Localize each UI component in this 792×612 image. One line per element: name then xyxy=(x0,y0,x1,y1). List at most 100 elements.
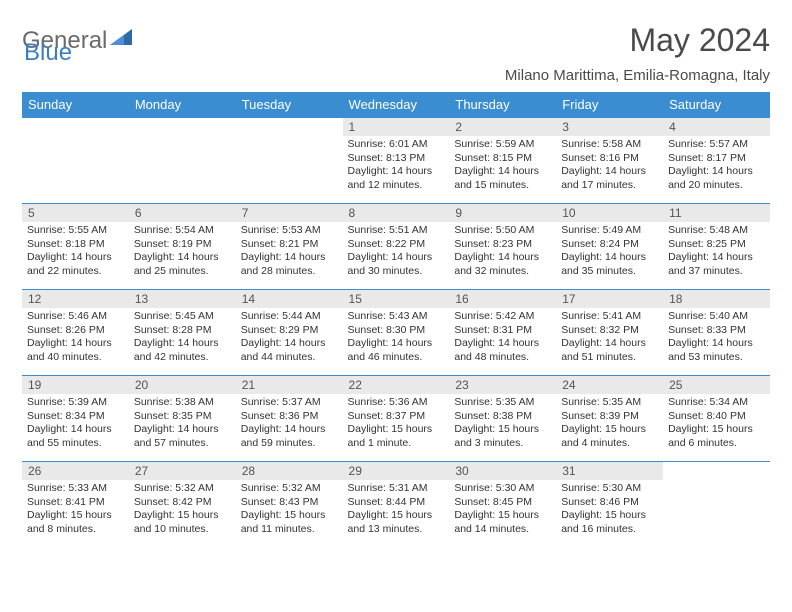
info-line: Sunrise: 5:54 AM xyxy=(134,224,231,238)
info-line: Sunset: 8:30 PM xyxy=(348,324,445,338)
info-line: Sunrise: 5:38 AM xyxy=(134,396,231,410)
info-line: Sunset: 8:25 PM xyxy=(668,238,765,252)
day-number: 22 xyxy=(343,376,450,394)
info-line: and 46 minutes. xyxy=(348,351,445,365)
calendar-cell: 31Sunrise: 5:30 AMSunset: 8:46 PMDayligh… xyxy=(556,462,663,548)
info-line: Sunset: 8:26 PM xyxy=(27,324,124,338)
day-number: 17 xyxy=(556,290,663,308)
day-info: Sunrise: 5:30 AMSunset: 8:46 PMDaylight:… xyxy=(556,480,663,541)
day-number: 5 xyxy=(22,204,129,222)
calendar-cell: 8Sunrise: 5:51 AMSunset: 8:22 PMDaylight… xyxy=(343,204,450,290)
weekday-header: Sunday xyxy=(22,92,129,118)
info-line: Sunset: 8:36 PM xyxy=(241,410,338,424)
info-line: Daylight: 15 hours xyxy=(27,509,124,523)
day-info: Sunrise: 5:50 AMSunset: 8:23 PMDaylight:… xyxy=(449,222,556,283)
info-line: and 13 minutes. xyxy=(348,523,445,537)
info-line: Sunrise: 5:58 AM xyxy=(561,138,658,152)
day-info: Sunrise: 5:42 AMSunset: 8:31 PMDaylight:… xyxy=(449,308,556,369)
day-number: 13 xyxy=(129,290,236,308)
day-info: Sunrise: 5:53 AMSunset: 8:21 PMDaylight:… xyxy=(236,222,343,283)
info-line: Daylight: 14 hours xyxy=(27,337,124,351)
info-line: Daylight: 14 hours xyxy=(27,423,124,437)
day-info: Sunrise: 5:55 AMSunset: 8:18 PMDaylight:… xyxy=(22,222,129,283)
info-line: Sunrise: 5:30 AM xyxy=(454,482,551,496)
info-line: Sunrise: 5:37 AM xyxy=(241,396,338,410)
info-line: and 16 minutes. xyxy=(561,523,658,537)
calendar-cell: 30Sunrise: 5:30 AMSunset: 8:45 PMDayligh… xyxy=(449,462,556,548)
day-info: Sunrise: 5:48 AMSunset: 8:25 PMDaylight:… xyxy=(663,222,770,283)
day-info: Sunrise: 5:39 AMSunset: 8:34 PMDaylight:… xyxy=(22,394,129,455)
info-line: and 40 minutes. xyxy=(27,351,124,365)
day-info: Sunrise: 5:41 AMSunset: 8:32 PMDaylight:… xyxy=(556,308,663,369)
calendar-cell: 20Sunrise: 5:38 AMSunset: 8:35 PMDayligh… xyxy=(129,376,236,462)
info-line: Sunset: 8:33 PM xyxy=(668,324,765,338)
day-number: 28 xyxy=(236,462,343,480)
info-line: Sunset: 8:23 PM xyxy=(454,238,551,252)
info-line: Sunrise: 5:36 AM xyxy=(348,396,445,410)
day-number: 8 xyxy=(343,204,450,222)
calendar-cell: 7Sunrise: 5:53 AMSunset: 8:21 PMDaylight… xyxy=(236,204,343,290)
info-line: Sunset: 8:34 PM xyxy=(27,410,124,424)
info-line: Sunrise: 5:55 AM xyxy=(27,224,124,238)
calendar-cell: 18Sunrise: 5:40 AMSunset: 8:33 PMDayligh… xyxy=(663,290,770,376)
day-info: Sunrise: 5:32 AMSunset: 8:43 PMDaylight:… xyxy=(236,480,343,541)
weekday-header: Wednesday xyxy=(343,92,450,118)
calendar-row: 26Sunrise: 5:33 AMSunset: 8:41 PMDayligh… xyxy=(22,462,770,548)
day-number: 29 xyxy=(343,462,450,480)
info-line: Sunset: 8:28 PM xyxy=(134,324,231,338)
day-info: Sunrise: 5:35 AMSunset: 8:38 PMDaylight:… xyxy=(449,394,556,455)
info-line: and 6 minutes. xyxy=(668,437,765,451)
weekday-header: Monday xyxy=(129,92,236,118)
day-number: 4 xyxy=(663,118,770,136)
info-line: and 17 minutes. xyxy=(561,179,658,193)
info-line: and 57 minutes. xyxy=(134,437,231,451)
info-line: Sunset: 8:24 PM xyxy=(561,238,658,252)
day-info: Sunrise: 5:32 AMSunset: 8:42 PMDaylight:… xyxy=(129,480,236,541)
info-line: and 11 minutes. xyxy=(241,523,338,537)
info-line: Daylight: 15 hours xyxy=(134,509,231,523)
calendar-cell: 11Sunrise: 5:48 AMSunset: 8:25 PMDayligh… xyxy=(663,204,770,290)
info-line: Daylight: 15 hours xyxy=(454,423,551,437)
calendar-cell: 25Sunrise: 5:34 AMSunset: 8:40 PMDayligh… xyxy=(663,376,770,462)
info-line: Daylight: 15 hours xyxy=(241,509,338,523)
calendar-header: SundayMondayTuesdayWednesdayThursdayFrid… xyxy=(22,92,770,118)
info-line: Daylight: 14 hours xyxy=(241,251,338,265)
info-line: Daylight: 15 hours xyxy=(561,509,658,523)
info-line: Sunset: 8:17 PM xyxy=(668,152,765,166)
info-line: Sunset: 8:41 PM xyxy=(27,496,124,510)
info-line: Sunrise: 5:39 AM xyxy=(27,396,124,410)
info-line: Sunset: 8:22 PM xyxy=(348,238,445,252)
info-line: Daylight: 14 hours xyxy=(454,251,551,265)
day-number: 3 xyxy=(556,118,663,136)
day-info: Sunrise: 5:35 AMSunset: 8:39 PMDaylight:… xyxy=(556,394,663,455)
info-line: and 55 minutes. xyxy=(27,437,124,451)
calendar-cell xyxy=(663,462,770,548)
info-line: and 32 minutes. xyxy=(454,265,551,279)
day-number: 23 xyxy=(449,376,556,394)
info-line: and 8 minutes. xyxy=(27,523,124,537)
info-line: Sunrise: 5:42 AM xyxy=(454,310,551,324)
info-line: Sunrise: 5:35 AM xyxy=(561,396,658,410)
info-line: Sunrise: 5:48 AM xyxy=(668,224,765,238)
day-number: 14 xyxy=(236,290,343,308)
day-info: Sunrise: 5:33 AMSunset: 8:41 PMDaylight:… xyxy=(22,480,129,541)
info-line: and 25 minutes. xyxy=(134,265,231,279)
info-line: Daylight: 14 hours xyxy=(348,165,445,179)
info-line: Sunrise: 5:31 AM xyxy=(348,482,445,496)
day-info: Sunrise: 5:59 AMSunset: 8:15 PMDaylight:… xyxy=(449,136,556,197)
day-info: Sunrise: 5:57 AMSunset: 8:17 PMDaylight:… xyxy=(663,136,770,197)
day-number: 6 xyxy=(129,204,236,222)
info-line: and 1 minute. xyxy=(348,437,445,451)
info-line: Sunset: 8:19 PM xyxy=(134,238,231,252)
day-info: Sunrise: 5:44 AMSunset: 8:29 PMDaylight:… xyxy=(236,308,343,369)
info-line: and 48 minutes. xyxy=(454,351,551,365)
info-line: Daylight: 15 hours xyxy=(454,509,551,523)
calendar-cell: 10Sunrise: 5:49 AMSunset: 8:24 PMDayligh… xyxy=(556,204,663,290)
info-line: Daylight: 14 hours xyxy=(454,337,551,351)
info-line: Sunrise: 5:33 AM xyxy=(27,482,124,496)
day-info: Sunrise: 5:36 AMSunset: 8:37 PMDaylight:… xyxy=(343,394,450,455)
day-number: 19 xyxy=(22,376,129,394)
info-line: Daylight: 14 hours xyxy=(668,251,765,265)
info-line: Sunrise: 5:40 AM xyxy=(668,310,765,324)
info-line: Sunset: 8:39 PM xyxy=(561,410,658,424)
